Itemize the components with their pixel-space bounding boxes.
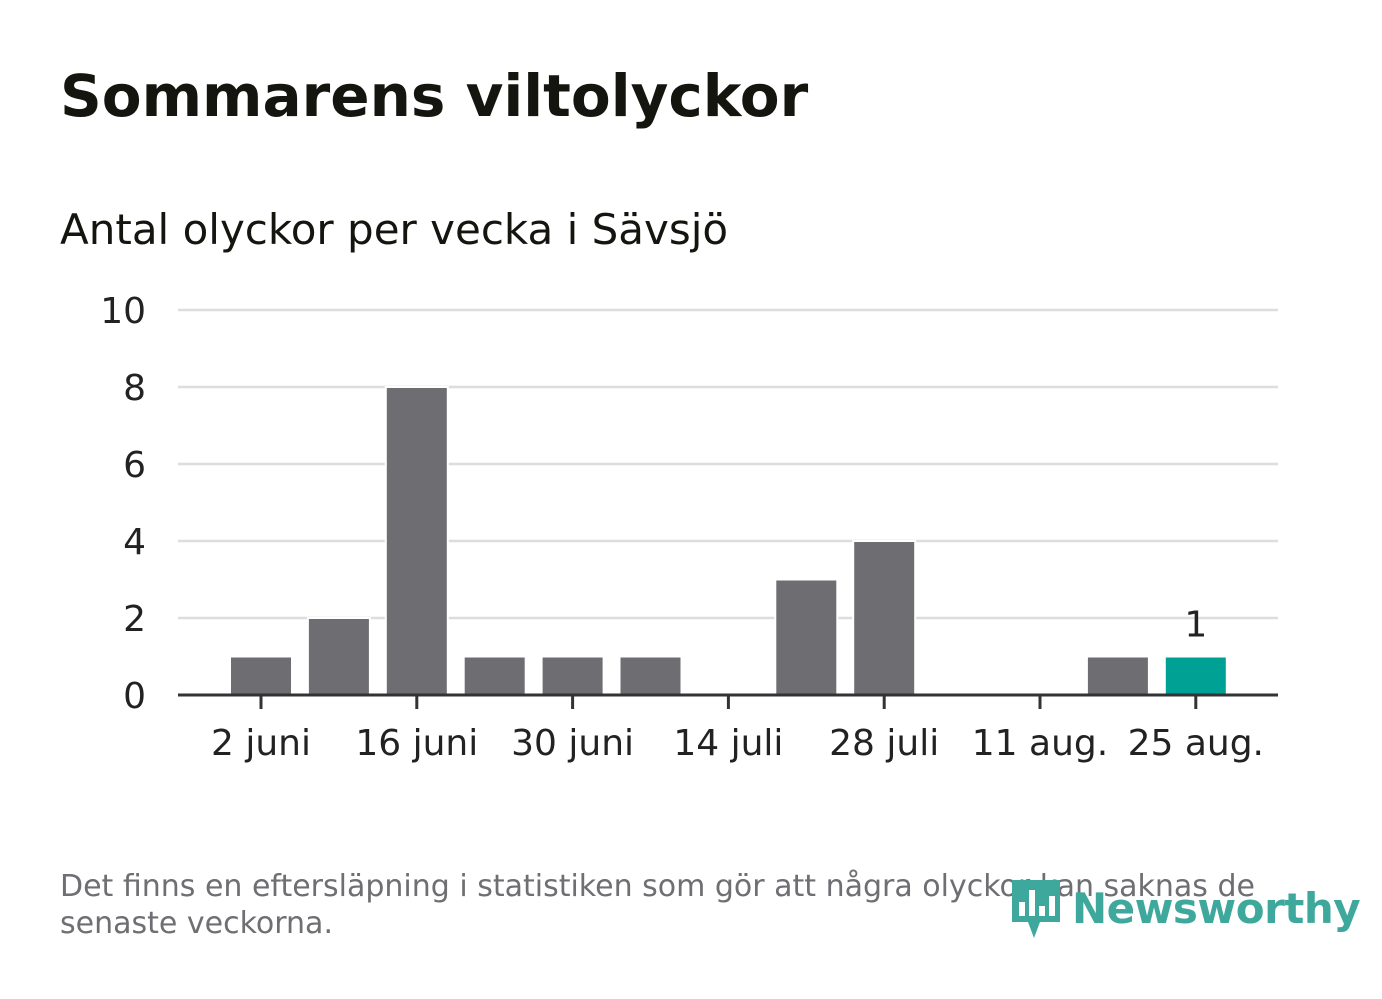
y-tick-label: 0 [123,676,146,717]
y-tick-label: 6 [123,445,146,486]
x-tick-label: 16 juni [355,723,478,764]
bar-chart: 0 2 4 6 8 10 2 juni 16 juni 30 juni 14 juli 28 jul… [100,291,1278,764]
x-tick-label: 30 juni [511,723,634,764]
bar [540,655,605,696]
bar [852,540,917,696]
bar [1085,655,1150,696]
bar [774,578,839,696]
chart-subtitle: Antal olyckor per vecka i Sävsjö [60,205,729,254]
newsworthy-logo: Newsworthy [1010,876,1361,940]
logo-text: Newsworthy [1072,883,1361,933]
y-tick-label: 10 [100,291,146,332]
x-tick-label: 14 juli [673,723,783,764]
x-tick-label: 11 aug. [972,723,1108,764]
newsworthy-chart-icon [1012,880,1060,938]
bar [229,655,293,696]
bar-highlight [1163,655,1228,696]
y-tick-label: 8 [123,368,146,409]
x-tick-label: 25 aug. [1128,723,1264,764]
y-tick-label: 2 [123,599,146,640]
bar [384,386,449,696]
bar [306,617,371,696]
bar [618,655,683,696]
data-label: 1 [1184,605,1207,646]
x-tick-label: 28 juli [829,723,939,764]
x-tick-label: 2 juni [211,723,311,764]
chart-title: Sommarens viltolyckor [60,62,809,130]
bar [462,655,527,696]
y-tick-label: 4 [123,522,146,563]
